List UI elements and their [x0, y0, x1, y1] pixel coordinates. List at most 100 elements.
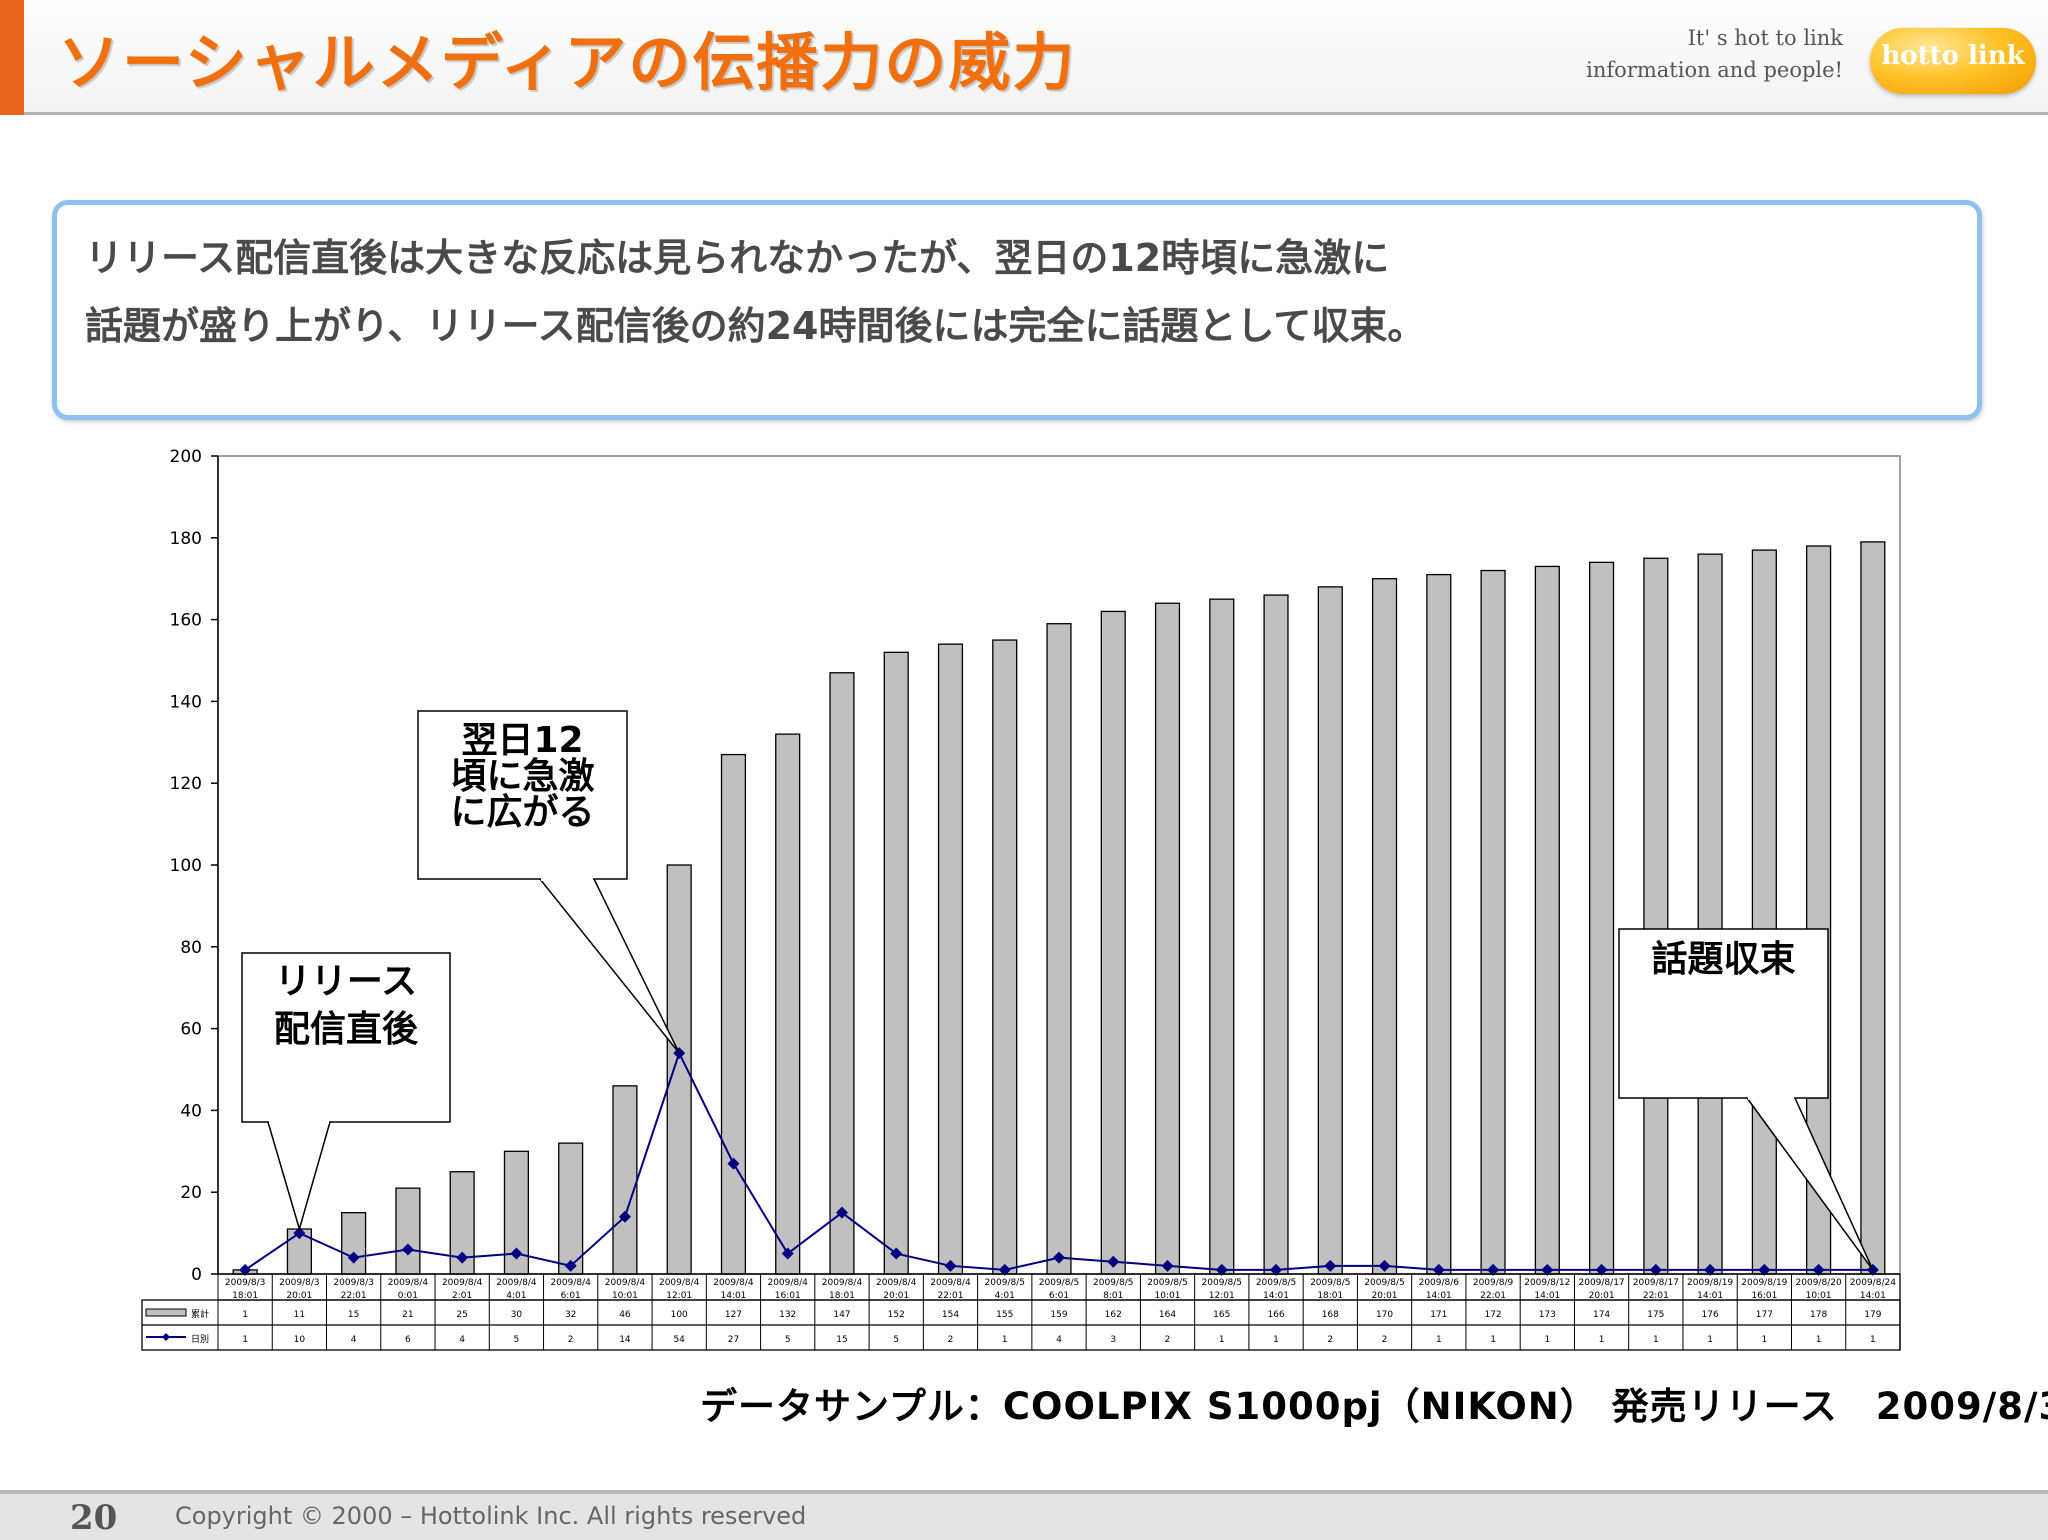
table-cell: 54 — [673, 1335, 685, 1345]
bar — [612, 1085, 638, 1275]
callout-release-text: 配信直後 — [274, 1009, 419, 1050]
callout-release-box — [241, 952, 451, 1123]
table-cell: 165 — [1213, 1310, 1230, 1320]
table-cell: 100 — [671, 1310, 688, 1320]
y-tick-label: 180 — [170, 529, 202, 549]
x-tick-label-date: 2009/8/24 — [1850, 1278, 1896, 1288]
table-cell: 168 — [1322, 1310, 1339, 1320]
bar — [1588, 561, 1615, 1275]
y-tick-label: 100 — [170, 856, 202, 876]
y-tick-label: 0 — [191, 1265, 202, 1285]
x-tick-label-time: 18:01 — [232, 1291, 258, 1301]
x-tick-label-date: 2009/8/4 — [496, 1278, 537, 1288]
table-cell: 1 — [1653, 1335, 1659, 1345]
x-tick-label-date: 2009/8/4 — [659, 1278, 700, 1288]
data-point — [1487, 1263, 1500, 1276]
bar — [395, 1187, 421, 1275]
data-point — [1432, 1263, 1445, 1276]
table-cell: 6 — [405, 1335, 411, 1345]
table-cell: 32 — [565, 1310, 576, 1320]
page-number: 20 — [70, 1498, 118, 1538]
table-cell: 5 — [893, 1335, 899, 1345]
table-cell: 15 — [348, 1310, 359, 1320]
table-cell: 11 — [294, 1310, 305, 1320]
table-cell: 1 — [1816, 1335, 1822, 1345]
table-cell: 132 — [779, 1310, 796, 1320]
callout-peak-text: 翌日12 — [461, 720, 583, 761]
data-point — [1595, 1263, 1608, 1276]
header-bar: ソーシャルメディアの伝播力の威力 It' s hot to link infor… — [0, 0, 2048, 115]
slide-title: ソーシャルメディアの伝播力の威力 — [58, 26, 1077, 99]
data-point — [1541, 1263, 1554, 1276]
table-cell: 147 — [833, 1310, 850, 1320]
table-cell: 154 — [942, 1310, 959, 1320]
x-tick-label-time: 20:01 — [1372, 1291, 1398, 1301]
data-point — [890, 1247, 903, 1260]
summary-line: 話題が盛り上がり、リリース配信後の約24時間後には完全に話題として収束。 — [85, 304, 1426, 348]
chart: 0204060801001201401601802002009/8/318:01… — [141, 447, 1901, 1351]
x-tick-label-time: 22:01 — [938, 1291, 964, 1301]
bar — [1697, 553, 1723, 1275]
table-cell: 1 — [1219, 1335, 1225, 1345]
x-tick-label-time: 12:01 — [666, 1291, 692, 1301]
bar — [1534, 565, 1560, 1275]
bar — [1860, 541, 1886, 1275]
table-cell: 15 — [836, 1335, 847, 1345]
x-tick-label-date: 2009/8/3 — [333, 1278, 373, 1288]
bar — [1480, 569, 1506, 1275]
table-cell: 21 — [402, 1310, 413, 1320]
x-tick-label-date: 2009/8/19 — [1741, 1278, 1787, 1288]
x-tick-label-date: 2009/8/5 — [985, 1278, 1025, 1288]
data-point — [835, 1206, 848, 1219]
data-point — [293, 1227, 306, 1240]
data-point — [781, 1247, 794, 1260]
x-tick-label-time: 20:01 — [883, 1291, 909, 1301]
y-tick-label: 120 — [170, 774, 202, 794]
x-tick-label-time: 14:01 — [1697, 1291, 1723, 1301]
bar — [1317, 586, 1343, 1275]
x-tick-label-date: 2009/8/4 — [388, 1278, 429, 1288]
x-tick-label-time: 6:01 — [1049, 1291, 1069, 1301]
data-point — [564, 1259, 577, 1272]
data-point — [1053, 1251, 1065, 1264]
data-point — [239, 1263, 252, 1276]
callout-peak-box — [417, 710, 628, 880]
table-cell: 4 — [459, 1335, 465, 1345]
x-tick-label-time: 22:01 — [1480, 1291, 1506, 1301]
table-cell: 1 — [1436, 1335, 1442, 1345]
data-point — [1324, 1259, 1337, 1272]
x-tick-label-date: 2009/8/4 — [876, 1278, 917, 1288]
table-cell: 127 — [725, 1310, 742, 1320]
bar — [1046, 623, 1072, 1275]
tagline-line: information and people! — [1586, 58, 1843, 82]
x-tick-label-date: 2009/8/5 — [1310, 1278, 1350, 1288]
x-tick-label-time: 18:01 — [1317, 1291, 1343, 1301]
bar — [1751, 549, 1777, 1275]
y-tick-label: 160 — [170, 611, 202, 631]
x-tick-label-date: 2009/8/4 — [605, 1278, 646, 1288]
y-tick-label: 200 — [170, 447, 202, 467]
table-cell: 10 — [294, 1335, 306, 1345]
bar — [341, 1212, 367, 1275]
footer-bar: 20 Copyright © 2000 – Hottolink Inc. All… — [0, 1490, 2048, 1540]
table-cell: 159 — [1050, 1310, 1067, 1320]
data-point — [401, 1243, 414, 1256]
table-cell: 1 — [1761, 1335, 1767, 1345]
x-tick-label-date: 2009/8/5 — [1039, 1278, 1079, 1288]
data-point — [998, 1263, 1011, 1276]
data-point — [510, 1247, 523, 1260]
x-tick-label-date: 2009/8/5 — [1147, 1278, 1187, 1288]
y-tick-label: 80 — [180, 938, 202, 958]
x-tick-label-date: 2009/8/4 — [442, 1278, 483, 1288]
data-point — [727, 1157, 740, 1170]
table-cell: 2 — [948, 1335, 954, 1345]
table-cell: 3 — [1110, 1335, 1116, 1345]
callout-peak-text: に広がる — [450, 792, 594, 833]
table-cell: 4 — [1056, 1335, 1062, 1345]
x-tick-label-time: 6:01 — [561, 1291, 581, 1301]
x-tick-label-time: 12:01 — [1209, 1291, 1235, 1301]
table-cell: 1 — [1490, 1335, 1496, 1345]
x-tick-label-date: 2009/8/6 — [1419, 1278, 1460, 1288]
bar — [720, 753, 747, 1275]
x-tick-label-date: 2009/8/4 — [767, 1278, 808, 1288]
